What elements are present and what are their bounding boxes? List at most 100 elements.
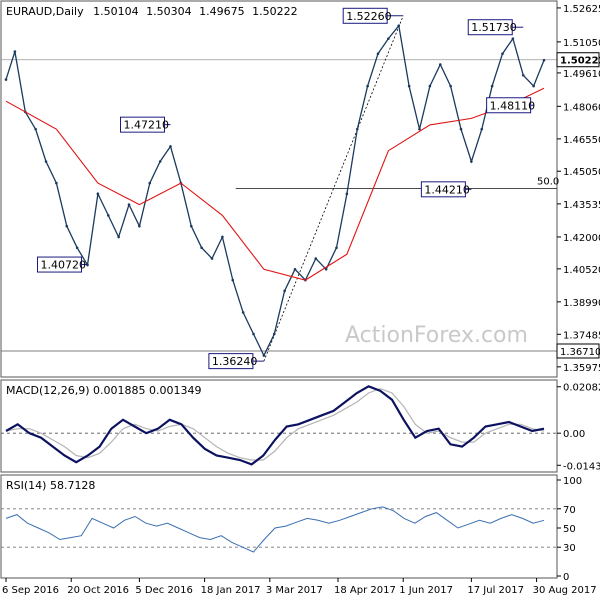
date-tick-label: 6 Sep 2016	[2, 585, 59, 596]
price-point	[148, 181, 152, 185]
price-point	[428, 84, 432, 88]
price-point	[397, 24, 401, 28]
price-point	[65, 224, 69, 228]
current-price-box	[556, 52, 600, 68]
price-point	[490, 84, 494, 88]
macd-tick-label: 0.00	[563, 429, 585, 440]
ohlc-close: 1.50222	[252, 5, 298, 18]
price-point	[252, 332, 255, 336]
price-point	[335, 246, 338, 250]
date-tick-label: 1 Jun 2017	[399, 585, 453, 596]
rsi-layer	[1, 506, 557, 553]
macd-tick-label: -0.014386	[563, 461, 600, 472]
price-label-box	[208, 353, 254, 370]
price-tick-label: 1.40520	[563, 265, 600, 276]
price-label-box	[342, 7, 388, 24]
price-point	[138, 224, 141, 228]
price-label-text: 1.44210	[424, 183, 470, 196]
price-label-box	[486, 97, 532, 114]
price-point	[96, 192, 100, 196]
price-point	[241, 311, 245, 314]
date-tick-label: 5 Dec 2016	[135, 585, 193, 596]
price-point	[542, 58, 546, 62]
watermark: ActionForex.com	[345, 323, 528, 348]
price-label-text: 1.52260	[346, 10, 392, 23]
price-point	[355, 127, 359, 131]
price-point	[532, 84, 535, 88]
price-point	[200, 246, 203, 250]
timeframe: Daily	[56, 5, 84, 18]
price-tick-label: 1.51050	[563, 38, 600, 49]
rsi-line	[5, 506, 545, 553]
macd-signal-line	[5, 387, 545, 461]
ohlc-high: 1.50304	[146, 5, 192, 18]
current-price-label: 1.50222	[560, 56, 600, 67]
ohlc-open: 1.50104	[93, 5, 139, 18]
price-point	[314, 257, 318, 260]
rsi-tick-label: 50	[563, 524, 576, 535]
price-point	[262, 354, 266, 357]
price-label-box	[467, 19, 513, 36]
macd-line	[5, 385, 545, 466]
price-point	[501, 52, 504, 56]
rsi-title: RSI(14) 58.7128	[6, 479, 95, 492]
price-label-box	[37, 256, 83, 273]
rsi-tick-label: 70	[563, 505, 576, 516]
date-tick-label: 18 Apr 2017	[334, 585, 396, 596]
price-point	[366, 84, 369, 88]
support-price-label: 1.36710	[560, 347, 600, 358]
support-price-box	[556, 343, 600, 359]
price-point	[106, 214, 110, 217]
fib-level-label: 50.0	[537, 176, 559, 187]
axis-layer: 1.52625 1.51050 1.49610 1.48060 1.46550 1.450…	[2, 4, 600, 596]
price-point	[459, 127, 463, 131]
price-point	[345, 192, 349, 196]
price-tick-label: 1.45050	[563, 167, 600, 178]
rsi-tick-label: 100	[563, 476, 582, 487]
price-point	[55, 181, 58, 185]
price-tick-label: 1.52625	[563, 4, 600, 15]
price-point	[127, 203, 131, 206]
price-tick-label: 1.37485	[563, 330, 600, 341]
price-point	[13, 50, 17, 53]
price-point	[407, 84, 411, 88]
price-tick-label: 1.48060	[563, 102, 600, 113]
price-point	[521, 73, 525, 77]
price-layer: 50.0 1.52260 1.51730 1.47210 1.48110 1.44210 1…	[1, 7, 559, 370]
date-tick-label: 30 Aug 2017	[533, 585, 597, 596]
date-tick-label: 17 Jul 2017	[467, 585, 524, 596]
price-point	[158, 160, 162, 163]
price-point	[117, 235, 120, 239]
price-tick-label: 1.43535	[563, 200, 600, 211]
price-point	[44, 160, 48, 163]
macd-layer	[1, 385, 557, 466]
price-point	[293, 267, 297, 271]
price-point	[221, 235, 224, 239]
price-point	[34, 127, 37, 131]
rsi-tick-label: 0	[563, 572, 569, 583]
macd-tick-label: 0.020827	[563, 383, 600, 394]
symbol: EURAUD	[6, 5, 52, 18]
price-label-text: 1.40720	[41, 259, 87, 272]
date-tick-label: 20 Oct 2016	[67, 585, 129, 596]
price-point	[210, 257, 214, 260]
ohlc-low: 1.49675	[199, 5, 245, 18]
price-tick-label: 1.49610	[563, 69, 600, 80]
moving-average-line	[5, 87, 545, 281]
rsi-tick-label: 30	[563, 543, 576, 554]
price-point	[470, 160, 473, 163]
price-point	[169, 145, 172, 148]
price-point	[387, 37, 390, 40]
chart-symbol-label: EURAUD,Daily 1.50104 1.50304 1.49675 1.5…	[6, 5, 298, 18]
price-point	[189, 224, 193, 228]
price-point	[438, 63, 442, 66]
price-point	[449, 84, 452, 88]
price-tick-label: 1.42000	[563, 233, 600, 244]
macd-title: MACD(12,26,9) 0.001885 0.001349	[6, 384, 202, 397]
macd-panel-frame	[0, 379, 558, 473]
price-label-box	[420, 181, 466, 198]
price-point	[511, 37, 515, 40]
rsi-panel-frame	[0, 474, 558, 579]
price-point	[480, 127, 484, 131]
price-point	[4, 78, 8, 81]
